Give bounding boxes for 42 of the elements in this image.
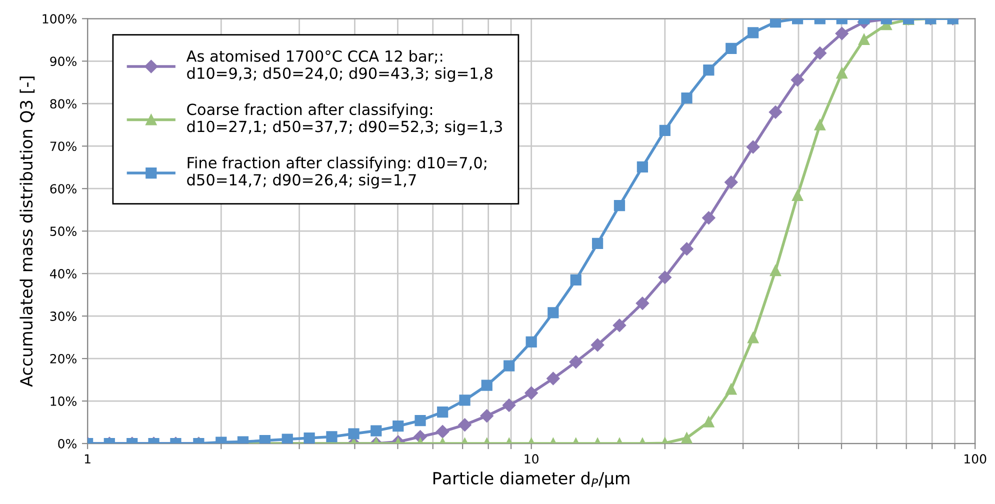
y-tick-label: 40% <box>50 269 76 278</box>
y-tick-label: 70% <box>50 142 76 152</box>
y-axis-title: Accumulated mass distribution Q3 [-] <box>20 76 35 387</box>
point <box>814 119 826 130</box>
point <box>636 161 648 172</box>
x-axis-title: Particle diameter d$_{P}$/µm <box>433 472 630 488</box>
point <box>680 242 694 256</box>
y-tick-label: 20% <box>50 354 76 364</box>
point <box>592 238 604 249</box>
legend-label: Fine fraction after classifying: d10=7,0; d50=14,7; d90=26,4; sig=1,7 <box>187 156 486 189</box>
point <box>526 336 537 348</box>
point <box>590 338 604 352</box>
legend-label: As atomised 1700°C CCA 12 bar;: d10=9,3; d50=24,0; d90=43,3; sig=1,8 <box>186 50 492 82</box>
x-tick-label: 1 <box>84 454 90 464</box>
y-tick-label: 80% <box>50 99 76 109</box>
point <box>724 176 738 189</box>
point <box>746 140 760 154</box>
point <box>659 124 670 136</box>
y-tick-label: 90% <box>50 56 76 66</box>
point <box>612 318 626 332</box>
legend-label: Coarse fraction after classifying: d10=27,1; d50=37,7; d90=52,3; sig=1,3 <box>187 103 502 136</box>
y-tick-label: 0% <box>58 438 76 448</box>
y-tick-label: 10% <box>50 396 76 406</box>
y-tick-label: 60% <box>50 184 76 194</box>
point <box>770 18 782 28</box>
x-tick-label: 100 <box>964 454 986 464</box>
point <box>658 270 672 284</box>
point <box>570 274 582 286</box>
y-tick-label: 100% <box>42 14 76 24</box>
y-tick-label: 50% <box>50 226 76 236</box>
point <box>703 64 714 76</box>
point <box>614 200 626 212</box>
x-tick-label: 10 <box>524 454 538 464</box>
point <box>702 211 716 224</box>
point <box>548 307 559 318</box>
point <box>768 106 782 119</box>
point <box>792 190 804 201</box>
point <box>748 332 759 344</box>
point <box>636 296 650 310</box>
point <box>770 265 782 276</box>
point <box>681 92 692 104</box>
y-tick-label: 30% <box>50 312 76 321</box>
